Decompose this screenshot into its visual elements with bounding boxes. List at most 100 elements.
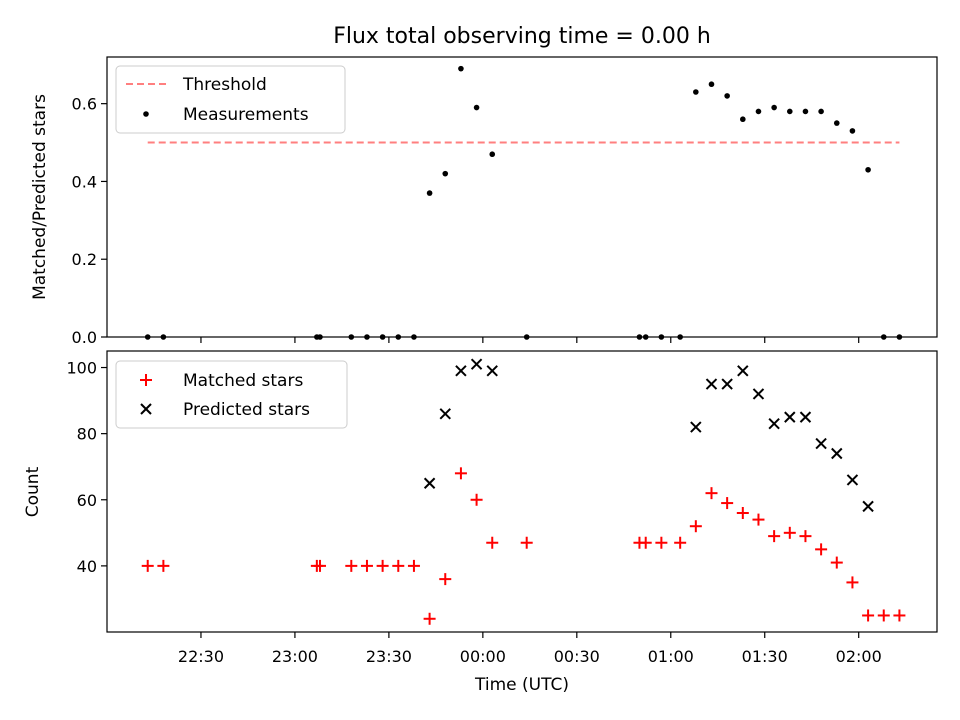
predicted-star-point (831, 447, 843, 460)
measurement-point (379, 334, 386, 340)
predicted-legend-swatch (140, 403, 152, 415)
ratio-x-ticks (200, 337, 860, 343)
measurement-point (523, 334, 530, 340)
measurement-point (348, 334, 355, 340)
measurement-point (802, 108, 809, 115)
measurement-point (473, 104, 480, 111)
count-y-ticks: 40 60 80 100 (66, 359, 107, 576)
x-tick-label: 22:30 (178, 647, 224, 666)
matched-star-point (345, 559, 358, 572)
count-legend: Matched stars Predicted stars (115, 360, 348, 429)
predicted-star-point (721, 378, 733, 390)
measurement-point (849, 128, 856, 134)
predicted-star-point (455, 365, 467, 377)
matched-star-point (639, 536, 652, 549)
predicted-star-point (768, 418, 780, 430)
predicted-star-point (690, 421, 702, 433)
x-tick-label: 23:30 (366, 647, 412, 666)
matched-star-point (376, 559, 389, 572)
ratio-y-tick-label: 0.6 (72, 95, 97, 114)
count-x-ticks: 22:30 23:00 23:30 00:00 00:30 01:00 01:30 02:00 (178, 632, 882, 666)
measurement-point (833, 120, 840, 126)
measurement-point (896, 334, 903, 340)
ratio-y-tick-label: 0.4 (72, 172, 97, 191)
matched-star-point (877, 609, 890, 622)
ratio-panel: Flux total observing time = 0.00 h Match… (30, 24, 938, 347)
matched-star-point (752, 513, 765, 526)
measurements-legend-label: Measurements (183, 105, 309, 125)
matched-star-point (721, 497, 734, 510)
matched-star-point (768, 530, 781, 543)
predicted-star-point (423, 477, 436, 489)
predicted-star-point (705, 378, 718, 390)
matched-star-point (313, 559, 326, 572)
measurement-point (395, 334, 402, 340)
matched-star-point (470, 493, 483, 506)
matched-star-point (439, 573, 452, 586)
count-panel: Count Time (UTC) 40 60 80 100 22:30 23:00 23:… (23, 350, 938, 695)
predicted-star-point (862, 500, 874, 513)
matched-star-point (736, 506, 749, 519)
x-tick-label: 00:30 (554, 647, 600, 666)
x-tick-label: 23:00 (272, 647, 318, 666)
measurement-point (364, 334, 370, 340)
measurement-points (144, 65, 903, 340)
predicted-star-point (799, 411, 812, 423)
matched-star-point (454, 467, 467, 480)
matched-star-point (141, 559, 154, 572)
count-plot-frame (106, 350, 938, 633)
measurement-point (818, 108, 824, 115)
chart-title: Flux total observing time = 0.00 h (333, 24, 711, 49)
measurement-point (724, 93, 730, 99)
matched-star-point (846, 576, 859, 589)
predicted-star-point (737, 365, 749, 377)
measurement-point (411, 334, 417, 340)
matched-star-point (655, 536, 668, 549)
matched-star-point (783, 526, 796, 539)
ratio-legend: Threshold Measurements (115, 65, 346, 134)
matched-star-point (407, 559, 420, 572)
matched-star-point (520, 536, 533, 549)
predicted-star-point (815, 437, 827, 450)
predicted-star-point (439, 408, 451, 420)
predicted-star-point (784, 411, 796, 423)
count-y-tick-label: 40 (77, 557, 97, 576)
matched-legend-swatch (140, 374, 152, 386)
measurement-point (442, 170, 449, 177)
measurement-point (160, 334, 167, 340)
matched-star-point (799, 530, 812, 543)
measurement-point (144, 334, 151, 340)
count-y-tick-label: 100 (66, 359, 97, 378)
matched-star-point (689, 520, 702, 533)
measurement-point (755, 108, 762, 115)
ratio-y-tick-label: 0.2 (72, 250, 97, 269)
measurement-point (708, 81, 715, 88)
matched-star-point (674, 536, 687, 549)
threshold-legend-label: Threshold (182, 75, 267, 95)
measurement-point (865, 166, 871, 173)
matched-star-point (893, 609, 906, 622)
matched-star-point (862, 609, 875, 622)
measurement-point (740, 116, 746, 123)
measurement-point (786, 108, 793, 115)
predicted-star-point (486, 365, 498, 377)
predicted-legend-label: Predicted stars (183, 400, 310, 420)
measurement-point (642, 334, 649, 340)
x-axis-label: Time (UTC) (474, 675, 569, 695)
ratio-y-ticks: 0.0 0.2 0.4 0.6 (72, 95, 107, 347)
ratio-y-axis-label: Matched/Predicted stars (30, 94, 50, 300)
matched-star-point (157, 559, 170, 572)
measurement-point (771, 104, 777, 111)
ratio-legend-box (115, 65, 346, 134)
matched-star-point (705, 487, 718, 500)
predicted-star-point (846, 474, 859, 486)
count-y-axis-label: Count (23, 466, 43, 517)
measurement-point (880, 334, 887, 340)
matched-star-point (486, 536, 499, 549)
measurement-point (317, 334, 323, 340)
matched-star-point (830, 556, 843, 569)
x-tick-label: 02:00 (836, 647, 882, 666)
measurement-point (458, 65, 464, 72)
x-tick-label: 00:00 (460, 647, 506, 666)
